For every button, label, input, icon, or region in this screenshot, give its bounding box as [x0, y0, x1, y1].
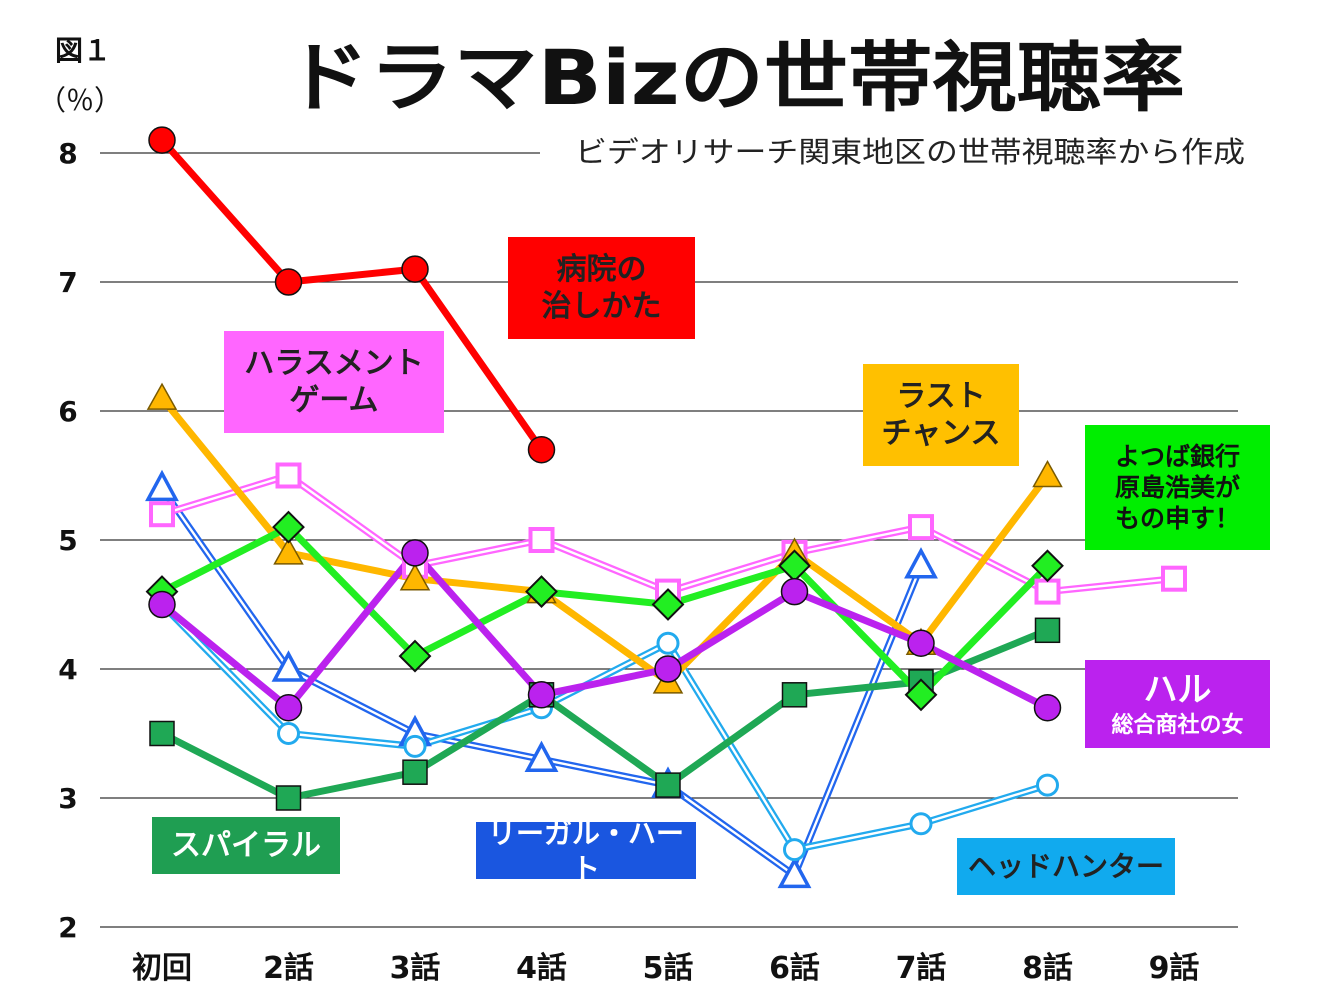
x-tick-label: 初回 [132, 951, 192, 986]
data-point [271, 650, 306, 682]
series-line [158, 136, 545, 454]
data-point [909, 812, 933, 836]
series-line-path [158, 394, 1051, 686]
series-label: ハル 総合商社の女 [1085, 660, 1270, 748]
data-point [145, 469, 179, 502]
series-line-inner [161, 474, 1175, 593]
data-point [904, 547, 938, 579]
data-point [273, 537, 304, 565]
data-point [655, 772, 681, 798]
y-axis-ticks: 2 3 4 5 6 7 8 [58, 137, 77, 944]
y-tick-label: 6 [58, 395, 77, 428]
series-label: ハラスメント ゲーム [224, 331, 444, 433]
x-tick-label: 8話 [1022, 951, 1073, 986]
series-label: ヘッドハンター [957, 838, 1175, 895]
x-tick-label: 7話 [896, 951, 947, 986]
series-line [158, 523, 1051, 699]
data-point [528, 527, 555, 553]
y-tick-label: 8 [58, 137, 77, 170]
subtitle-bg [540, 128, 1260, 172]
y-tick-label: 7 [58, 266, 77, 299]
data-point [524, 740, 559, 773]
data-point [654, 655, 682, 683]
data-point [275, 785, 302, 811]
data-point [398, 639, 432, 673]
data-point [656, 631, 680, 655]
series-line [158, 394, 1051, 686]
data-point [777, 856, 812, 889]
data-point [402, 759, 428, 785]
data-point [1036, 773, 1059, 797]
data-point [146, 382, 178, 410]
data-point [149, 501, 175, 528]
data-point [1034, 578, 1061, 605]
series-line [158, 549, 1051, 712]
data-point [149, 720, 175, 747]
data-point [275, 462, 302, 489]
unit-label: （％） [38, 84, 122, 117]
data-point [907, 629, 935, 657]
data-point [651, 588, 685, 621]
data-point [780, 577, 809, 606]
data-point [274, 268, 303, 296]
data-point [274, 693, 303, 722]
x-axis-ticks: 初回 2話 3話 4話 5話 6話 7話 8話 9話 [132, 951, 1199, 986]
series-label: よつば銀行 原島浩美が もの申す！ [1085, 425, 1270, 550]
data-point [1033, 693, 1062, 722]
data-point [1034, 617, 1061, 644]
series-line-path [158, 136, 545, 454]
chart-subtitle: ビデオリサーチ関東地区の世帯視聴率から作成 [575, 135, 1245, 169]
x-tick-label: 4話 [516, 951, 567, 986]
data-point [781, 682, 808, 708]
data-point [401, 255, 429, 283]
data-point [1032, 459, 1063, 488]
series-line [158, 626, 1051, 802]
y-tick-label: 3 [58, 782, 77, 815]
figure-label: 図１ [55, 34, 111, 67]
data-point [148, 126, 176, 154]
data-point [403, 734, 427, 758]
chart-title: ドラマBizの世帯視聴率 [285, 33, 1185, 122]
data-point [904, 678, 938, 712]
series-line-inner [161, 603, 1048, 851]
data-point [527, 681, 556, 709]
series-line [160, 472, 1175, 596]
series-label: ラスト チャンス [863, 364, 1019, 466]
series-label-sub: 総合商社の女 [1111, 712, 1244, 738]
data-point [783, 838, 806, 862]
series-line-path [158, 549, 1051, 712]
data-point [527, 435, 556, 464]
series-line-path [158, 523, 1051, 699]
x-tick-label: 2話 [263, 951, 314, 986]
series-label: スパイラル [152, 817, 340, 874]
data-point [1031, 549, 1064, 583]
y-tick-label: 2 [58, 911, 77, 944]
data-point [1161, 565, 1187, 592]
series-label: リーガル・ハート [476, 817, 696, 885]
series-line [159, 602, 1049, 854]
x-tick-label: 6話 [769, 951, 820, 986]
series-line-path [158, 626, 1051, 802]
y-tick-label: 5 [58, 524, 77, 557]
data-point [399, 563, 431, 591]
data-point [525, 575, 558, 609]
data-point [272, 510, 305, 544]
series-label-main: ハル [1143, 670, 1212, 710]
series-markers [145, 126, 1187, 889]
x-tick-label: 9話 [1149, 951, 1200, 986]
x-tick-label: 3話 [390, 951, 441, 986]
data-point [401, 539, 429, 567]
y-tick-label: 4 [58, 653, 77, 686]
data-point [908, 514, 934, 541]
data-point [148, 590, 176, 619]
series-label: 病院の 治しかた [508, 237, 695, 339]
x-tick-label: 5話 [643, 951, 694, 986]
data-point [277, 722, 300, 745]
